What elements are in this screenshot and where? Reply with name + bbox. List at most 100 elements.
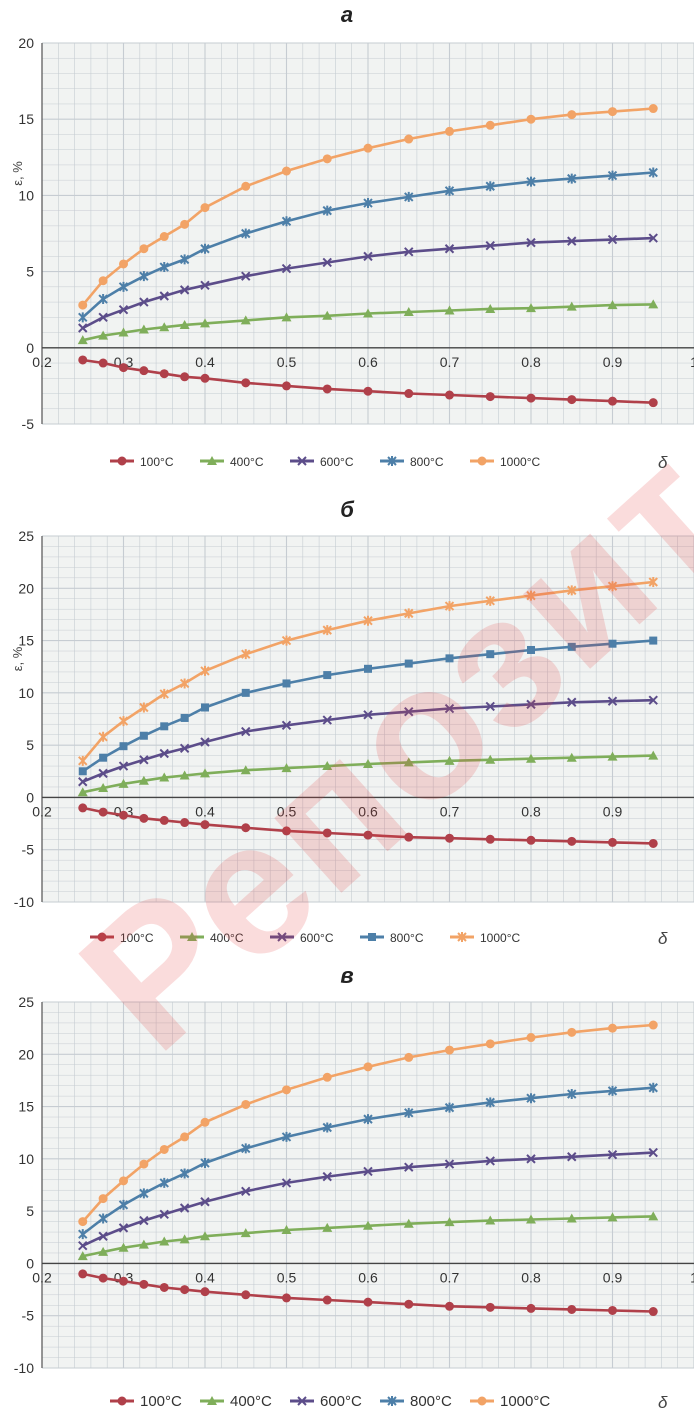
- data-point: [567, 1304, 577, 1314]
- legend-label: 100°C: [120, 931, 154, 945]
- data-point: [404, 659, 413, 668]
- data-point: [363, 1297, 373, 1307]
- data-point: [119, 1176, 128, 1186]
- data-point: [607, 170, 618, 181]
- x-tick-label: 0.4: [195, 803, 215, 819]
- data-point: [241, 649, 251, 660]
- data-point: [118, 304, 129, 315]
- legend-marker: [97, 932, 107, 942]
- data-point: [159, 322, 170, 332]
- data-point: [363, 1062, 373, 1072]
- data-point: [363, 830, 373, 840]
- data-point: [363, 251, 373, 262]
- data-point: [526, 835, 536, 845]
- series-1000°C: [78, 577, 658, 766]
- data-point: [322, 310, 333, 320]
- data-point: [139, 755, 149, 765]
- y-axis-label: ε, %: [10, 646, 25, 671]
- y-tick-label: 15: [18, 633, 34, 649]
- data-point: [485, 1097, 495, 1108]
- data-point: [180, 1285, 190, 1295]
- data-point: [240, 1228, 251, 1238]
- data-point: [77, 335, 88, 345]
- data-point: [98, 1213, 108, 1224]
- data-point: [363, 143, 373, 153]
- data-point: [200, 820, 210, 830]
- series-400°C: [77, 1211, 659, 1261]
- data-point: [200, 318, 210, 328]
- data-point: [607, 300, 618, 310]
- y-tick-label: 20: [18, 580, 34, 596]
- y-tick-label: 5: [26, 264, 34, 280]
- legend-label: 1000°C: [500, 455, 540, 469]
- x-tick-label: 0.5: [277, 1269, 297, 1285]
- series-line: [82, 1215, 654, 1258]
- data-point: [200, 373, 210, 383]
- data-point: [363, 198, 373, 209]
- legend-marker: [207, 456, 217, 465]
- series-line: [82, 236, 654, 330]
- data-point: [78, 1217, 88, 1227]
- data-point: [444, 305, 455, 315]
- data-point: [567, 697, 577, 707]
- data-point: [180, 713, 189, 722]
- y-tick-label: 15: [18, 111, 34, 127]
- series-100°C: [78, 1269, 658, 1317]
- data-point: [323, 671, 332, 680]
- series-line: [82, 303, 654, 342]
- data-point: [99, 753, 108, 762]
- legend-label: 800°C: [410, 1393, 452, 1410]
- data-point: [526, 1154, 536, 1164]
- data-point: [78, 300, 88, 310]
- series-400°C: [77, 750, 659, 797]
- data-point: [566, 301, 577, 311]
- data-point: [118, 1199, 129, 1210]
- data-point: [526, 699, 536, 710]
- legend-label: 400°C: [210, 931, 244, 945]
- data-point: [444, 1159, 455, 1169]
- legend-label: 800°C: [410, 455, 444, 469]
- y-tick-label: 10: [18, 685, 34, 701]
- data-point: [98, 1273, 108, 1283]
- data-point: [648, 1147, 658, 1158]
- data-point: [526, 1033, 536, 1043]
- data-point: [240, 765, 251, 775]
- legend-label: 800°C: [390, 931, 424, 945]
- data-point: [179, 678, 190, 689]
- data-point: [159, 772, 170, 782]
- data-point: [118, 1223, 129, 1233]
- data-point: [322, 1295, 332, 1305]
- data-point: [648, 299, 659, 309]
- x-tick-label: 0.6: [358, 1269, 378, 1285]
- legend-label: 1000°C: [500, 1393, 550, 1410]
- grid: [41, 42, 694, 425]
- data-point: [281, 1224, 292, 1234]
- data-point: [138, 1239, 149, 1249]
- data-point: [159, 815, 169, 825]
- data-point: [200, 1117, 210, 1127]
- legend-label: 400°C: [230, 455, 264, 469]
- data-point: [404, 1107, 414, 1118]
- data-point: [648, 104, 658, 114]
- data-point: [200, 1197, 210, 1207]
- x-axis-label: δ: [658, 453, 668, 472]
- data-point: [363, 386, 373, 396]
- data-point: [98, 807, 108, 817]
- data-point: [241, 181, 251, 191]
- data-point: [98, 768, 108, 779]
- data-point: [200, 243, 210, 254]
- data-point: [241, 1186, 251, 1196]
- data-point: [139, 271, 149, 282]
- data-point: [607, 696, 618, 706]
- data-point: [139, 297, 149, 307]
- data-point: [179, 254, 190, 265]
- data-point: [526, 114, 536, 124]
- data-point: [322, 257, 332, 268]
- data-point: [404, 1052, 414, 1062]
- y-tick-label: 25: [18, 528, 34, 544]
- data-point: [608, 1305, 617, 1315]
- data-point: [119, 259, 128, 269]
- data-point: [200, 665, 210, 676]
- data-point: [363, 758, 373, 768]
